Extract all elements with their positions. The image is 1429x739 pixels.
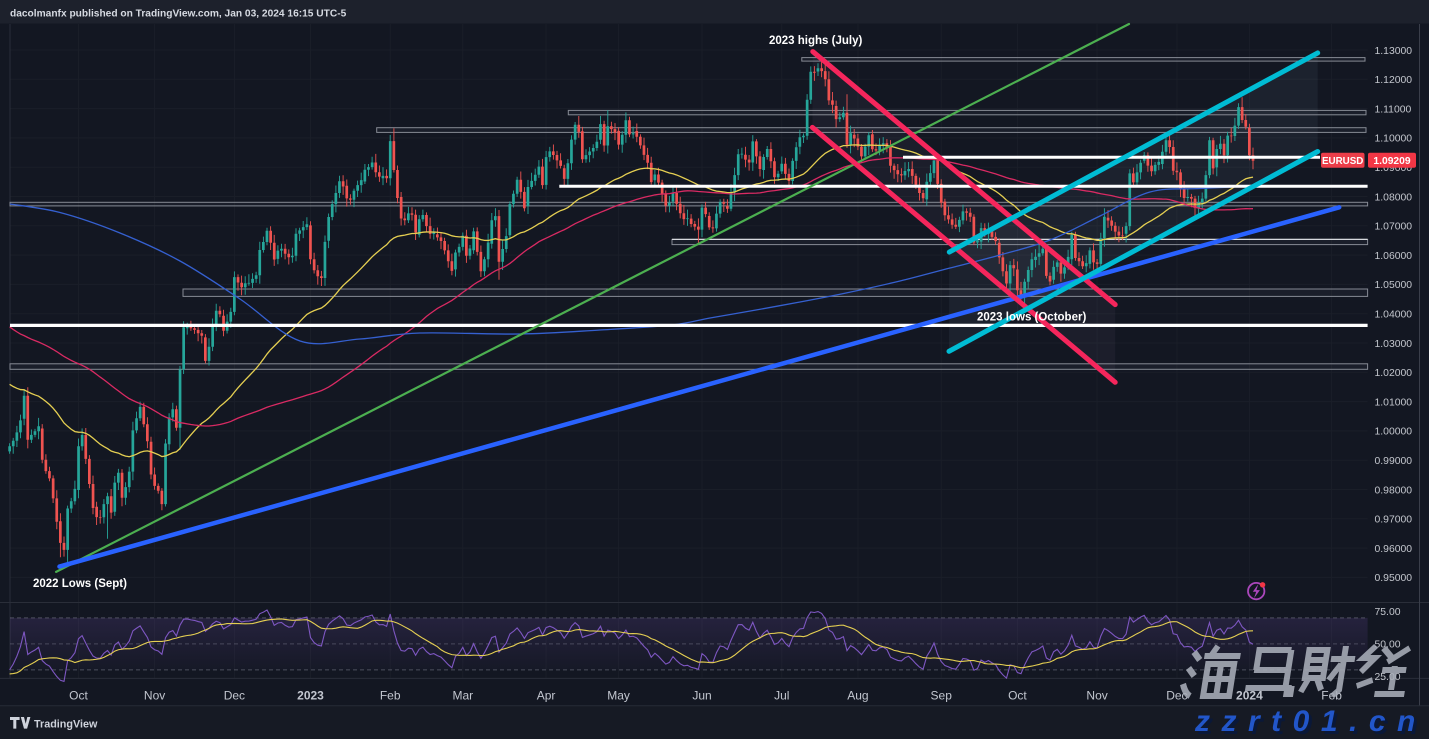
svg-text:2023 lows (October): 2023 lows (October) — [977, 312, 1086, 324]
svg-text:25.00: 25.00 — [1375, 672, 1401, 683]
svg-text:Jul: Jul — [774, 689, 789, 703]
svg-text:Nov: Nov — [1086, 689, 1107, 703]
svg-text:2022 Lows (Sept): 2022 Lows (Sept) — [33, 578, 127, 590]
svg-text:2023 highs (July): 2023 highs (July) — [769, 35, 862, 47]
svg-text:0.97000: 0.97000 — [1375, 515, 1413, 526]
svg-text:Nov: Nov — [144, 689, 165, 703]
svg-text:1.11000: 1.11000 — [1375, 104, 1412, 115]
svg-text:0.95000: 0.95000 — [1375, 573, 1413, 584]
svg-text:1.12000: 1.12000 — [1375, 75, 1413, 86]
svg-text:zzrt01.cn: zzrt01.cn — [1197, 708, 1429, 739]
svg-text:Apr: Apr — [537, 689, 556, 703]
svg-text:1.05000: 1.05000 — [1375, 280, 1413, 291]
svg-text:zzrt01.cn: zzrt01.cn — [1194, 705, 1427, 738]
svg-text:Mar: Mar — [452, 689, 473, 703]
svg-text:1.03000: 1.03000 — [1375, 339, 1413, 350]
svg-text:0.96000: 0.96000 — [1375, 544, 1413, 555]
svg-text:0.99000: 0.99000 — [1375, 456, 1413, 467]
svg-text:1.04000: 1.04000 — [1375, 310, 1413, 321]
svg-text:Dec: Dec — [224, 689, 245, 703]
svg-text:1.09000: 1.09000 — [1375, 163, 1413, 174]
svg-text:Aug: Aug — [847, 689, 868, 703]
svg-text:1.13000: 1.13000 — [1375, 46, 1413, 57]
svg-text:1.00000: 1.00000 — [1375, 427, 1413, 438]
svg-text:Oct: Oct — [1008, 689, 1027, 703]
svg-text:1.10000: 1.10000 — [1375, 134, 1413, 145]
svg-text:1.07000: 1.07000 — [1375, 222, 1413, 233]
svg-text:1.09209: 1.09209 — [1373, 156, 1410, 167]
svg-text:EURUSD: EURUSD — [1322, 156, 1363, 167]
svg-text:Oct: Oct — [69, 689, 88, 703]
svg-text:May: May — [607, 689, 630, 703]
svg-text:dacolmanfx published on Tradin: dacolmanfx published on TradingView.com,… — [10, 9, 347, 20]
svg-text:0.98000: 0.98000 — [1375, 485, 1413, 496]
svg-text:Sep: Sep — [931, 689, 953, 703]
svg-text:1.01000: 1.01000 — [1375, 397, 1413, 408]
svg-text:50.00: 50.00 — [1375, 640, 1401, 651]
svg-text:2024: 2024 — [1236, 689, 1263, 703]
svg-text:Feb: Feb — [380, 689, 401, 703]
svg-text:Jun: Jun — [692, 689, 711, 703]
svg-text:1.02000: 1.02000 — [1375, 368, 1413, 379]
svg-text:1.06000: 1.06000 — [1375, 251, 1413, 262]
svg-text:1.08000: 1.08000 — [1375, 192, 1413, 203]
svg-text:75.00: 75.00 — [1375, 607, 1401, 618]
svg-text:Dec: Dec — [1166, 689, 1187, 703]
svg-text:TradingView: TradingView — [34, 719, 98, 731]
svg-text:2023: 2023 — [297, 689, 324, 703]
